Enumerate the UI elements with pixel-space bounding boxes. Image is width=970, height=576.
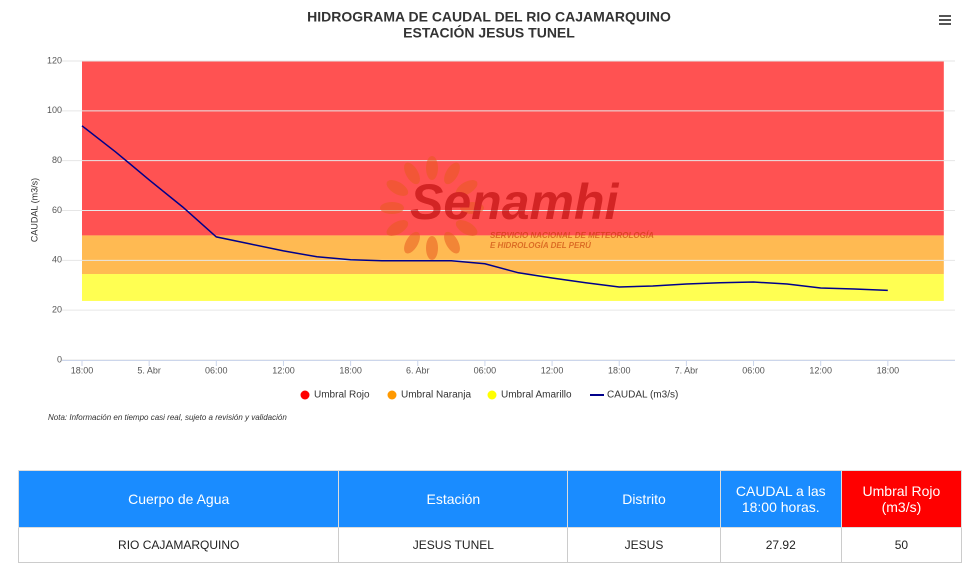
header-cell: Umbral Rojo (m3/s) xyxy=(840,470,963,528)
header-row: Cuerpo de Agua Estación Distrito CAUDAL a l… xyxy=(17,470,963,528)
logo-ray xyxy=(444,231,460,254)
logo-line: SERVICIO NACIONAL DE METEOROLOGÍA xyxy=(490,231,654,240)
x-tick-label: 12:00 xyxy=(272,365,295,375)
y-axis-label: CAUDAL (m3/s) xyxy=(29,178,39,242)
menu-bar[interactable] xyxy=(939,19,951,21)
threshold-band xyxy=(82,61,944,236)
legend-marker xyxy=(300,390,310,400)
y-tick-label: 80 xyxy=(52,155,62,165)
menu-bar[interactable] xyxy=(939,23,951,25)
logo-name: Senamhi xyxy=(410,174,620,230)
menu-bar[interactable] xyxy=(939,15,951,17)
y-tick-label: 20 xyxy=(52,305,62,315)
logo-line: E HIDROLOGÍA DEL PERÚ xyxy=(490,241,591,250)
x-tick-label: 5. Abr xyxy=(137,365,161,375)
chart-subtitle: ESTACIÓN JESUS TUNEL xyxy=(403,24,575,41)
logo-ray xyxy=(444,162,460,185)
table-cell: 27.92 xyxy=(719,527,842,563)
note: Nota: Información en tiempo casi real, s… xyxy=(48,413,287,422)
x-tick-label: 06:00 xyxy=(205,365,228,375)
legend-marker xyxy=(387,390,397,400)
logo-ray xyxy=(455,220,478,236)
legend-label: CAUDAL (m3/s) xyxy=(607,390,678,401)
x-tick-label: 18:00 xyxy=(608,365,631,375)
x-tick-label: 06:00 xyxy=(742,365,765,375)
logo-ray xyxy=(380,202,404,214)
chart: HIDROGRAMA DE CAUDAL DEL RIO CAJAMARQUIN… xyxy=(29,9,955,422)
table-cell: JESUS xyxy=(567,527,721,563)
y-tick-label: 60 xyxy=(52,205,62,215)
y-tick-label: 120 xyxy=(47,55,62,65)
logo-ray xyxy=(404,231,420,254)
x-tick-label: 7. Abr xyxy=(675,365,699,375)
x-tick-label: 6. Abr xyxy=(406,365,430,375)
y-tick-label: 100 xyxy=(47,105,62,115)
x-tick-label: 06:00 xyxy=(474,365,497,375)
logo-ray xyxy=(404,162,420,185)
header-cell: Distrito xyxy=(567,470,721,528)
logo-ray xyxy=(460,202,484,214)
x-tick-label: 18:00 xyxy=(339,365,362,375)
legend-label: Umbral Rojo xyxy=(314,390,370,401)
x-tick-label: 12:00 xyxy=(809,365,832,375)
logo-ray xyxy=(426,156,438,180)
x-tick-label: 18:00 xyxy=(877,365,900,375)
threshold-band xyxy=(82,274,944,301)
data-table: Cuerpo de Agua Estación Distrito CAUDAL a l… xyxy=(17,470,963,563)
table-cell: RIO CAJAMARQUINO xyxy=(17,527,340,563)
x-tick-label: 18:00 xyxy=(71,365,94,375)
logo-ray xyxy=(386,220,409,236)
caudal-line xyxy=(81,125,888,292)
logo-ray xyxy=(426,236,438,260)
y-tick-label: 0 xyxy=(57,354,62,364)
threshold-band xyxy=(82,235,944,275)
y-tick-label: 40 xyxy=(52,255,62,265)
header-cell: CAUDAL a las 18:00 horas. xyxy=(719,470,842,528)
logo-ray xyxy=(386,180,409,196)
menu-icon[interactable] xyxy=(939,15,951,25)
table-row: RIO CAJAMARQUINO JESUS TUNEL JESUS 27.92 50 xyxy=(17,527,963,563)
table-body: RIO CAJAMARQUINO JESUS TUNEL JESUS 27.92 50 xyxy=(17,527,963,563)
chart-title: HIDROGRAMA DE CAUDAL DEL RIO CAJAMARQUIN… xyxy=(307,9,671,25)
legend-marker xyxy=(487,390,497,400)
header-cell: Cuerpo de Agua xyxy=(17,470,340,528)
table-cell: JESUS TUNEL xyxy=(338,527,569,563)
header-cell: Estación xyxy=(338,470,569,528)
logo-ray xyxy=(455,180,478,196)
x-tick-label: 12:00 xyxy=(541,365,564,375)
legend-label: Umbral Naranja xyxy=(401,390,471,401)
legend-label: Umbral Amarillo xyxy=(501,390,572,401)
table-cell: 50 xyxy=(840,527,963,563)
